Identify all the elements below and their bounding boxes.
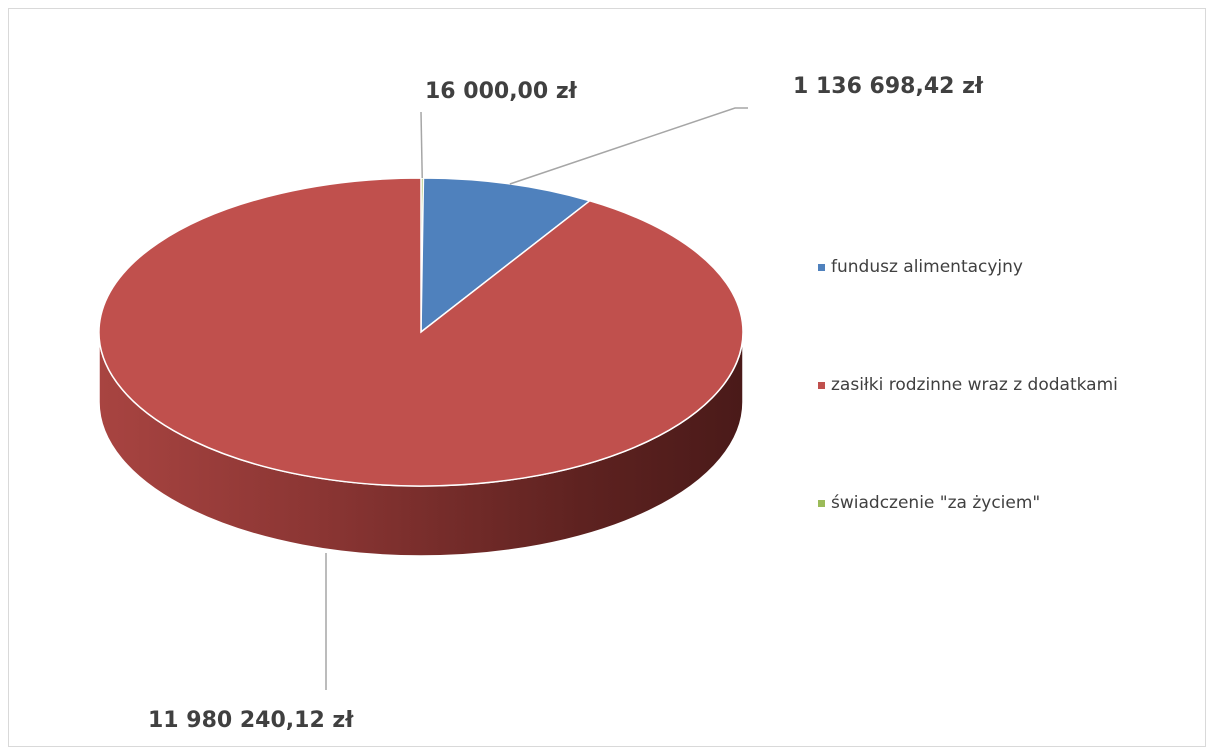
legend-item-2: zasiłki rodzinne wraz z dodatkami (818, 375, 1118, 395)
legend-label-3: świadczenie "za życiem" (831, 493, 1041, 513)
data-label-slice-3: 16 000,00 zł (425, 79, 578, 104)
leader-line-slice-3 (420, 111, 423, 179)
legend-label-2: zasiłki rodzinne wraz z dodatkami (831, 375, 1118, 395)
legend-swatch-3 (818, 499, 825, 507)
leader-line-slice-1 (509, 107, 748, 185)
chart-frame (8, 8, 1206, 747)
legend-item-1: fundusz alimentacyjny (818, 257, 1023, 277)
legend-swatch-2 (818, 381, 825, 389)
slice-2 (98, 177, 744, 487)
legend-item-3: świadczenie "za życiem" (818, 493, 1040, 513)
data-label-slice-1: 1 136 698,42 zł (793, 74, 984, 99)
legend-swatch-1 (818, 263, 825, 271)
data-label-slice-2: 11 980 240,12 zł (148, 708, 354, 733)
legend-label-1: fundusz alimentacyjny (831, 257, 1023, 277)
